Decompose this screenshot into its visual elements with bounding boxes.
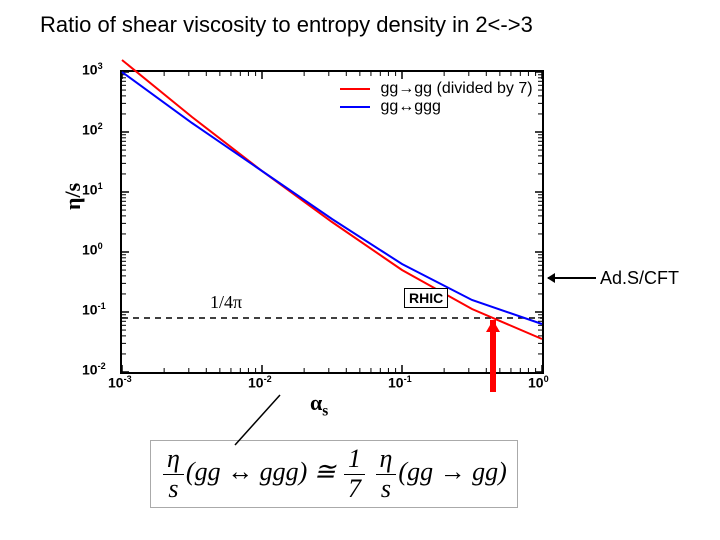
legend-label-1: gg→gg (divided by 7)	[380, 80, 532, 97]
y-tick-label: 10-1	[82, 301, 292, 318]
y-tick-label: 102	[82, 121, 292, 138]
legend-label-2: gg↔ggg	[380, 98, 441, 115]
arrow-icon	[548, 277, 596, 279]
page-title: Ratio of shear viscosity to entropy dens…	[40, 12, 533, 38]
legend-item-2: gg↔ggg	[340, 98, 533, 116]
equation: ηs(gg ↔ ggg) ≅ 17 ηs(gg → gg)	[150, 440, 518, 508]
x-axis-label: αs	[310, 390, 328, 420]
y-tick-label: 103	[82, 61, 292, 78]
legend-swatch-2	[340, 106, 370, 108]
legend-item-1: gg→gg (divided by 7)	[340, 80, 533, 98]
x-tick-label: 10-1	[388, 374, 412, 391]
y-tick-label: 101	[82, 181, 292, 198]
ads-cft-annotation: Ad.S/CFT	[600, 268, 679, 289]
chart-legend: gg→gg (divided by 7) gg↔ggg	[340, 80, 533, 116]
y-tick-label: 10-2	[82, 361, 292, 378]
y-tick-label: 100	[82, 241, 292, 258]
x-tick-label: 100	[528, 374, 549, 391]
rhic-annotation: RHIC	[404, 288, 448, 308]
chart-svg	[122, 72, 542, 372]
legend-swatch-1	[340, 88, 370, 90]
